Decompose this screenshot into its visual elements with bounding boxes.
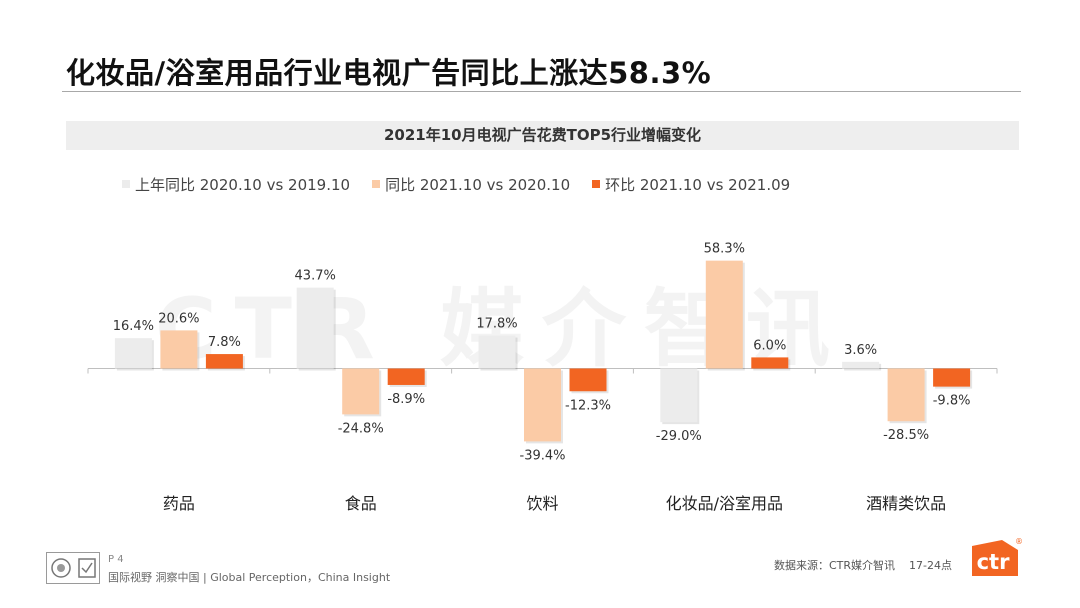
svg-text:ctr: ctr (977, 550, 1010, 574)
data-label: 6.0% (753, 338, 786, 353)
data-source: 数据来源：CTR媒介智讯 (774, 559, 896, 572)
bar (705, 260, 743, 369)
certification-logos (46, 552, 100, 584)
bar (205, 354, 243, 369)
page-number: P 4 (108, 554, 124, 565)
data-label: 7.8% (208, 335, 241, 350)
data-label: 16.4% (113, 319, 154, 334)
time-slot: 17-24点 (909, 559, 952, 572)
bar (387, 368, 425, 385)
category-label: 饮料 (526, 494, 558, 513)
category-label: 酒精类饮品 (866, 494, 946, 513)
category-label: 药品 (163, 494, 195, 513)
legend-label-yoy-prev: 上年同比 2020.10 vs 2019.10 (135, 175, 351, 194)
legend-item-yoy: 同比 2021.10 vs 2020.10 (372, 174, 570, 195)
data-label: -12.3% (565, 398, 611, 413)
legend-label-yoy: 同比 2021.10 vs 2020.10 (385, 175, 571, 194)
ctr-logo: ctr ® (972, 537, 1022, 576)
bar (569, 368, 607, 392)
page-title: 化妆品/浴室用品行业电视广告同比上涨达58.3% (66, 56, 712, 90)
category-label: 化妆品/浴室用品 (666, 494, 783, 513)
legend-swatch-mom (592, 180, 601, 188)
bar (296, 287, 334, 369)
title-divider (62, 91, 1021, 92)
legend-label-mom: 环比 2021.10 vs 2021.09 (605, 175, 791, 194)
certification-seal-icon (50, 558, 71, 578)
data-label: 17.8% (476, 317, 517, 332)
category-label: 食品 (345, 494, 377, 513)
quality-mark-icon (77, 558, 96, 578)
bar (887, 368, 925, 422)
footer-slogan: 国际视野 洞察中国 | Global Perception，China Insi… (108, 571, 391, 584)
bar (342, 368, 380, 415)
data-label: -9.8% (933, 394, 971, 409)
data-label: 20.6% (158, 311, 199, 326)
bar (842, 361, 880, 369)
data-label: 43.7% (295, 269, 336, 284)
data-label: -24.8% (338, 421, 384, 436)
bar (524, 368, 561, 442)
data-label: -28.5% (883, 428, 929, 443)
bar (478, 335, 516, 369)
bar (751, 357, 789, 369)
legend-item-yoy-prev: 上年同比 2020.10 vs 2019.10 (122, 174, 350, 195)
data-label: -8.9% (387, 392, 425, 407)
data-label: 3.6% (844, 343, 877, 358)
data-label: -39.4% (520, 448, 566, 463)
chart-title-bar: 2021年10月电视广告花费TOP5行业增幅变化 (66, 121, 1019, 150)
chart-legend: 上年同比 2020.10 vs 2019.10 同比 2021.10 vs 20… (122, 172, 790, 196)
legend-item-mom: 环比 2021.10 vs 2021.09 (592, 174, 790, 195)
bar (114, 338, 152, 369)
bar (660, 368, 698, 423)
legend-swatch-yoy (372, 180, 381, 188)
legend-swatch-yoy-prev (122, 180, 130, 188)
chart-title: 2021年10月电视广告花费TOP5行业增幅变化 (383, 126, 702, 144)
data-label: 58.3% (704, 242, 745, 257)
data-label: -29.0% (656, 429, 702, 444)
svg-text:®: ® (1015, 537, 1022, 546)
bar (160, 330, 198, 369)
bar (933, 368, 971, 387)
